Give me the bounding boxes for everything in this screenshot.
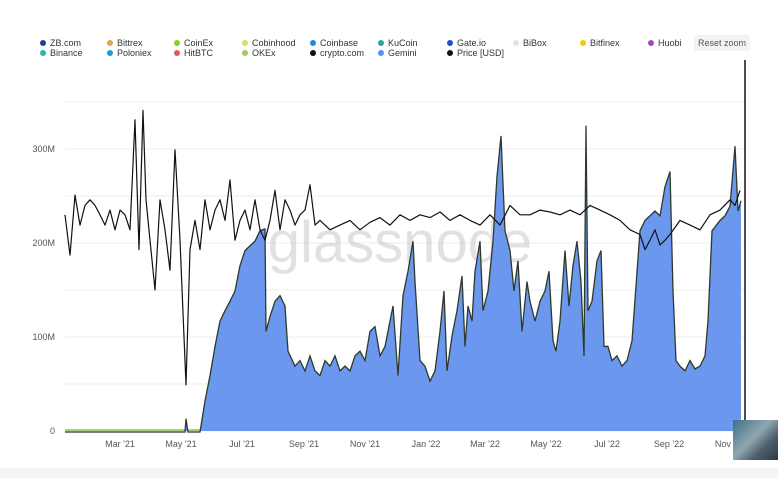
- legend-item[interactable]: Poloniex: [107, 48, 152, 58]
- legend-label: Huobi: [658, 38, 682, 48]
- legend-dot-icon: [242, 40, 248, 46]
- x-tick-label: Nov '21: [350, 439, 380, 449]
- y-tick-label: 200M: [32, 238, 55, 248]
- legend-dot-icon: [40, 40, 46, 46]
- legend-item[interactable]: BiBox: [513, 38, 547, 48]
- legend-label: KuCoin: [388, 38, 418, 48]
- legend-label: Price [USD]: [457, 48, 505, 58]
- legend-dot-icon: [107, 40, 113, 46]
- price-line: [64, 109, 741, 386]
- legend-dot-icon: [107, 50, 113, 56]
- x-tick-label: Nov '22: [715, 439, 745, 449]
- legend-label: crypto.com: [320, 48, 365, 58]
- x-tick-label: Jul '21: [229, 439, 255, 449]
- webcam-thumbnail: [733, 420, 778, 460]
- y-tick-label: 300M: [32, 144, 55, 154]
- x-tick-label: Mar '22: [470, 439, 500, 449]
- legend-dot-icon: [513, 40, 519, 46]
- legend: ZB.com Bittrex CoinEx Cobinhood Coinbase KuCo…: [0, 38, 700, 64]
- legend-dot-icon: [310, 50, 316, 56]
- legend-item[interactable]: Gemini: [378, 48, 417, 58]
- legend-label: Coinbase: [320, 38, 359, 48]
- legend-dot-icon: [40, 50, 46, 56]
- legend-label: CoinEx: [184, 38, 214, 48]
- legend-dot-icon: [378, 40, 384, 46]
- legend-dot-icon: [648, 40, 654, 46]
- legend-dot-icon: [447, 40, 453, 46]
- legend-item[interactable]: Gate.io: [447, 38, 486, 48]
- legend-label: BiBox: [523, 38, 547, 48]
- legend-dot-icon: [447, 50, 453, 56]
- legend-item[interactable]: Binance: [40, 48, 83, 58]
- legend-dot-icon: [580, 40, 586, 46]
- legend-item[interactable]: CoinEx: [174, 38, 213, 48]
- footer-bar: [0, 468, 778, 478]
- gemini-area-outline: [65, 125, 742, 433]
- legend-item[interactable]: OKEx: [242, 48, 276, 58]
- legend-item[interactable]: Bittrex: [107, 38, 143, 48]
- x-tick-label: Sep '22: [654, 439, 684, 449]
- series-layer: [64, 109, 742, 433]
- legend-label: Gate.io: [457, 38, 487, 48]
- legend-dot-icon: [310, 40, 316, 46]
- legend-item[interactable]: crypto.com: [310, 48, 364, 58]
- x-axis: Mar '21 May '21 Jul '21 Sep '21 Nov '21 Jan '…: [105, 439, 745, 449]
- legend-label: Poloniex: [117, 48, 152, 58]
- legend-dot-icon: [174, 40, 180, 46]
- legend-label: Gemini: [388, 48, 417, 58]
- legend-label: ZB.com: [50, 38, 82, 48]
- legend-dot-icon: [174, 50, 180, 56]
- legend-label: Bitfinex: [590, 38, 620, 48]
- legend-label: Bittrex: [117, 38, 143, 48]
- reset-zoom-button[interactable]: Reset zoom: [694, 35, 750, 51]
- legend-item[interactable]: ZB.com: [40, 38, 81, 48]
- legend-label: Cobinhood: [252, 38, 296, 48]
- x-tick-label: Sep '21: [289, 439, 319, 449]
- x-tick-label: Jul '22: [594, 439, 620, 449]
- legend-item[interactable]: Coinbase: [310, 38, 358, 48]
- y-tick-label: 100M: [32, 332, 55, 342]
- x-tick-label: Jan '22: [412, 439, 441, 449]
- legend-item[interactable]: Price [USD]: [447, 48, 504, 58]
- legend-item[interactable]: Bitfinex: [580, 38, 620, 48]
- legend-item[interactable]: Huobi: [648, 38, 682, 48]
- y-tick-label: 0: [50, 426, 55, 436]
- legend-label: OKEx: [252, 48, 276, 58]
- legend-label: Binance: [50, 48, 83, 58]
- legend-item[interactable]: KuCoin: [378, 38, 418, 48]
- gemini-area: [65, 124, 741, 431]
- legend-label: HitBTC: [184, 48, 213, 58]
- legend-dot-icon: [378, 50, 384, 56]
- y-axis: 0 100M 200M 300M: [32, 144, 55, 436]
- x-tick-label: May '22: [530, 439, 561, 449]
- legend-item[interactable]: HitBTC: [174, 48, 213, 58]
- legend-item[interactable]: Cobinhood: [242, 38, 296, 48]
- watermark: glassnode: [268, 210, 532, 275]
- x-tick-label: Mar '21: [105, 439, 135, 449]
- x-tick-label: May '21: [165, 439, 196, 449]
- legend-dot-icon: [242, 50, 248, 56]
